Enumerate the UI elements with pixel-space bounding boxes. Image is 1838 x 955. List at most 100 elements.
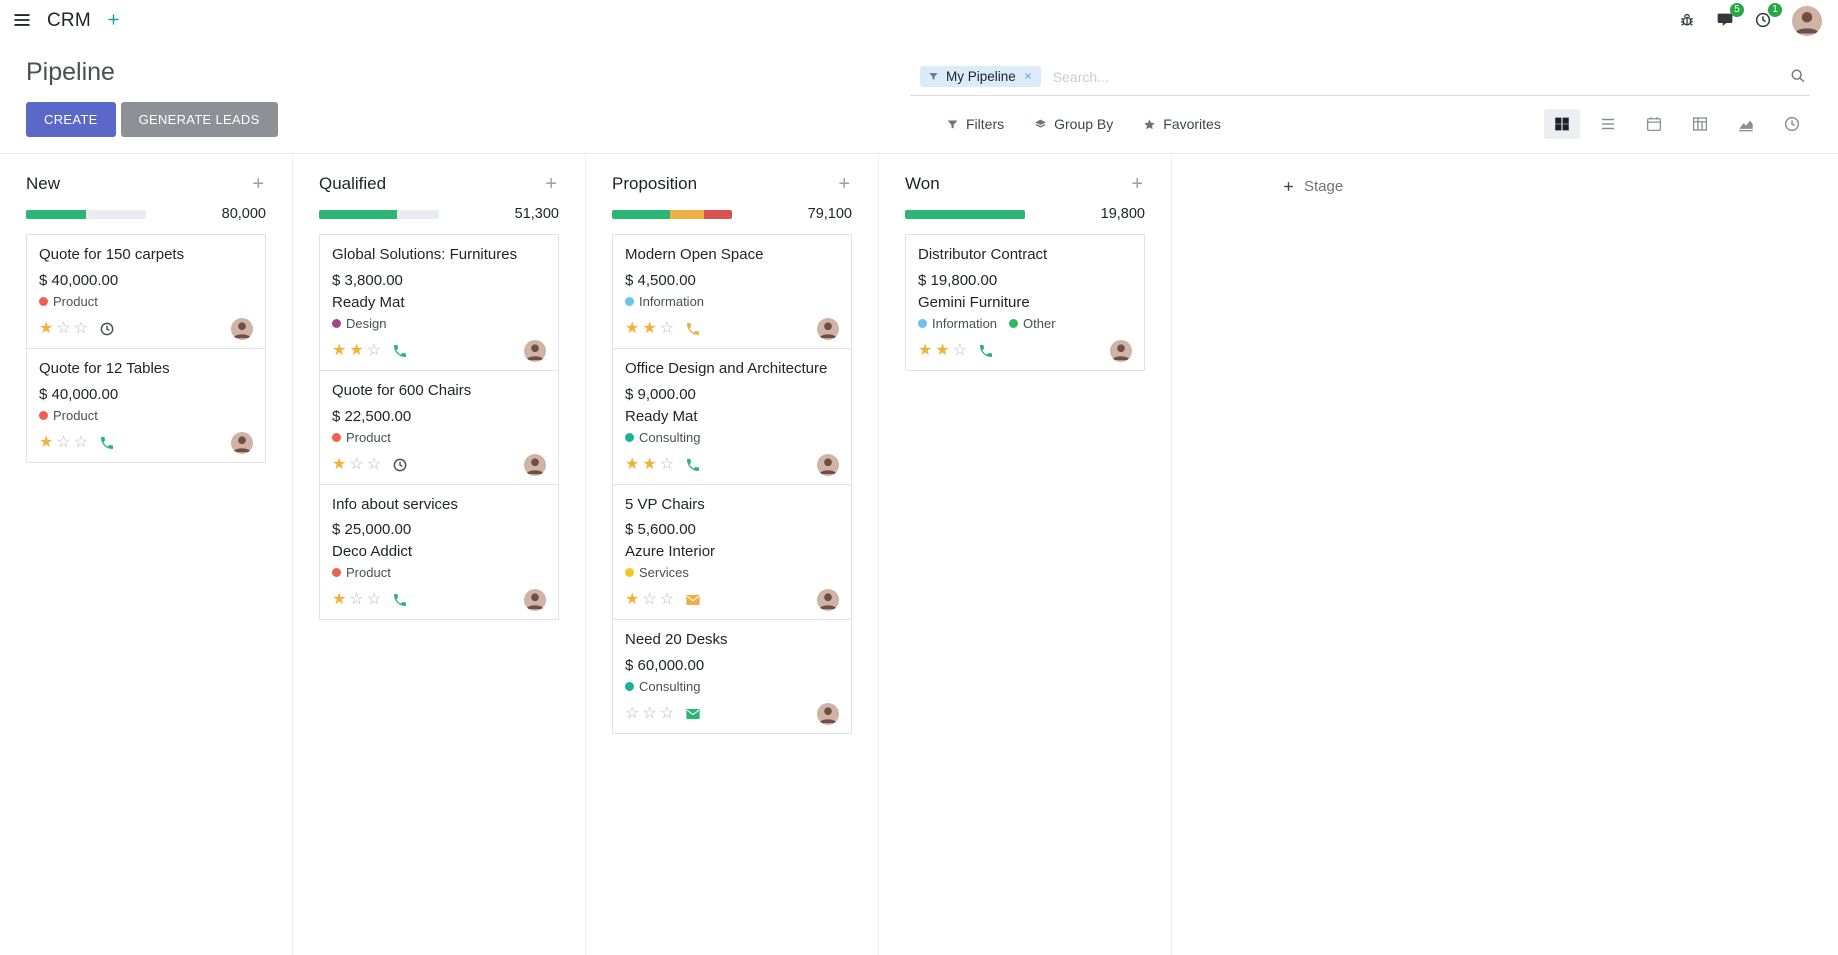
view-switcher-graph[interactable] [1728,109,1764,139]
view-switcher-calendar[interactable] [1636,109,1672,139]
priority-star[interactable]: ★ [39,433,54,451]
priority-star[interactable]: ★ [332,455,347,473]
view-switcher-list[interactable] [1590,109,1626,139]
filters-button[interactable]: Filters [946,116,1004,132]
salesperson-avatar[interactable] [817,589,839,612]
search-submit-button[interactable] [1789,67,1806,87]
add-stage-button[interactable]: Stage [1282,178,1343,195]
priority-star[interactable]: ☆ [625,705,640,722]
priority-star[interactable]: ☆ [952,341,968,359]
kanban-card[interactable]: Quote for 150 carpets $ 40,000.00 Product ★… [26,234,266,349]
quick-add-button[interactable]: + [838,173,850,195]
column-progressbar[interactable] [26,209,146,219]
priority-star[interactable]: ★ [349,341,364,359]
priority-stars[interactable]: ★ ☆ ☆ [625,592,674,608]
kanban-card[interactable]: Office Design and Architecture $ 9,000.00… [612,347,852,485]
salesperson-avatar[interactable] [231,317,253,340]
salesperson-avatar[interactable] [231,431,253,454]
clock-activity-icon[interactable] [392,457,408,473]
salesperson-avatar[interactable] [817,453,839,476]
salesperson-avatar[interactable] [524,339,546,362]
kanban-card[interactable]: Distributor Contract $ 19,800.00 Gemini Fu… [905,234,1145,371]
priority-star[interactable]: ☆ [73,319,89,337]
phone-activity-icon[interactable] [99,435,115,451]
generate-leads-button[interactable]: GENERATE LEADS [120,102,278,137]
search-input[interactable] [1050,67,1779,86]
messages-button[interactable]: 5 [1716,2,1744,32]
priority-stars[interactable]: ★ ★ ☆ [625,455,675,473]
kanban-card[interactable]: Quote for 12 Tables $ 40,000.00 Product ★ ☆ ☆ [26,347,266,463]
priority-star[interactable]: ★ [935,341,950,359]
priority-stars[interactable]: ★ ☆ ☆ [332,592,381,608]
facet-remove-button[interactable] [1023,69,1033,84]
quick-add-button[interactable]: + [1131,173,1143,195]
app-name[interactable]: CRM [47,10,91,31]
priority-star[interactable]: ☆ [659,455,675,473]
quick-add-button[interactable]: + [252,173,264,195]
search-bar[interactable]: My Pipeline [910,64,1810,96]
quick-add-button[interactable]: + [545,173,557,195]
salesperson-avatar[interactable] [1110,339,1132,362]
priority-star[interactable]: ☆ [349,455,364,473]
priority-stars[interactable]: ★ ★ ☆ [625,319,675,337]
navbar-plus-button[interactable] [106,12,121,30]
priority-star[interactable]: ★ [332,341,347,359]
kanban-card[interactable]: Quote for 600 Chairs $ 22,500.00 Product ★ ☆… [319,369,559,485]
priority-stars[interactable]: ★ ★ ☆ [332,341,382,359]
priority-star[interactable]: ☆ [366,341,382,359]
kanban-card[interactable]: Need 20 Desks $ 60,000.00 Consulting ☆ ☆ ☆ [612,619,852,734]
view-switcher-pivot[interactable] [1682,109,1718,139]
group-by-button[interactable]: Group By [1034,116,1113,132]
phone-activity-icon[interactable] [685,457,701,473]
priority-star[interactable]: ☆ [366,591,382,609]
activities-button[interactable]: 1 [1754,2,1782,32]
priority-star[interactable]: ☆ [659,319,675,337]
view-switcher-activity[interactable] [1774,109,1810,139]
priority-star[interactable]: ★ [642,455,657,473]
column-progressbar[interactable] [319,209,439,219]
view-switcher-kanban[interactable] [1544,109,1580,139]
kanban-card[interactable]: Global Solutions: Furnitures $ 3,800.00 Re… [319,234,559,371]
column-title[interactable]: Qualified [319,174,387,193]
create-button[interactable]: CREATE [26,102,116,137]
column-progressbar[interactable] [612,209,732,219]
user-avatar[interactable] [1792,6,1822,36]
envelope-activity-icon[interactable] [685,592,701,608]
priority-star[interactable]: ★ [332,591,347,609]
clock-activity-icon[interactable] [99,321,115,337]
priority-stars[interactable]: ☆ ☆ ☆ [625,706,674,722]
priority-star[interactable]: ☆ [659,705,675,722]
envelope-activity-icon[interactable] [685,706,701,722]
priority-star[interactable]: ☆ [659,591,675,609]
priority-star[interactable]: ★ [642,319,657,337]
phone-activity-icon[interactable] [685,321,701,337]
apps-menu-button[interactable] [12,10,32,33]
debug-button[interactable] [1678,11,1696,32]
kanban-card[interactable]: Info about services $ 25,000.00 Deco Addic… [319,483,559,621]
priority-star[interactable]: ★ [625,319,640,337]
priority-stars[interactable]: ★ ☆ ☆ [39,319,89,337]
priority-star[interactable]: ☆ [56,433,71,451]
priority-star[interactable]: ★ [625,591,640,609]
priority-star[interactable]: ☆ [56,319,71,337]
priority-star[interactable]: ☆ [73,433,89,451]
column-title[interactable]: New [26,174,61,193]
kanban-card[interactable]: 5 VP Chairs $ 5,600.00 Azure Interior Servi… [612,483,852,621]
phone-activity-icon[interactable] [978,343,994,359]
priority-star[interactable]: ★ [918,341,933,359]
phone-activity-icon[interactable] [392,592,408,608]
kanban-card[interactable]: Modern Open Space $ 4,500.00 Information ★ ★… [612,234,852,349]
priority-star[interactable]: ☆ [642,705,657,722]
search-facet[interactable]: My Pipeline [920,66,1041,87]
priority-star[interactable]: ★ [39,319,54,337]
column-progressbar[interactable] [905,209,1025,219]
priority-star[interactable]: ☆ [642,591,657,609]
column-title[interactable]: Won [905,174,940,193]
salesperson-avatar[interactable] [817,317,839,340]
priority-star[interactable]: ☆ [366,455,382,473]
priority-star[interactable]: ★ [625,455,640,473]
priority-star[interactable]: ☆ [349,591,364,609]
column-title[interactable]: Proposition [612,174,698,193]
phone-activity-icon[interactable] [392,343,408,359]
salesperson-avatar[interactable] [817,703,839,725]
